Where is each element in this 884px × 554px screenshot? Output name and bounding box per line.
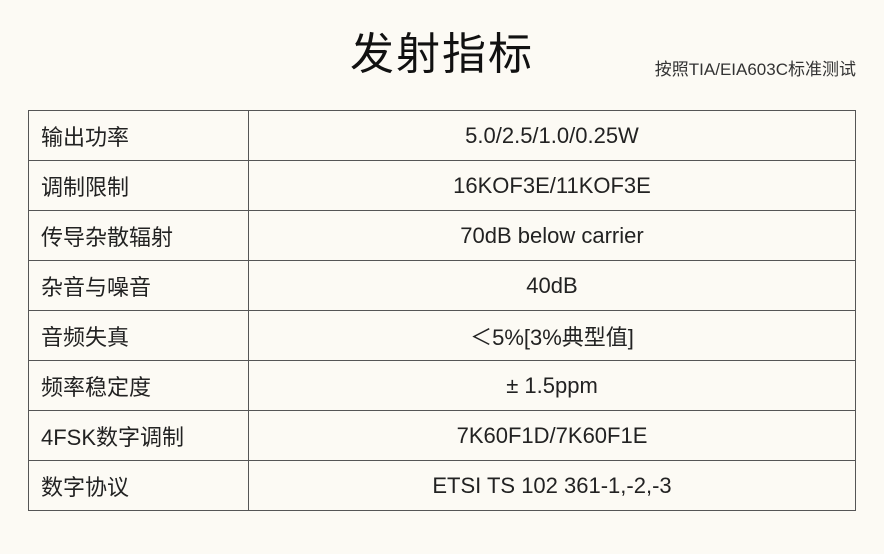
table-row: 音频失真 ＜5%[3%典型值] — [29, 311, 856, 361]
spec-table-wrap: 输出功率 5.0/2.5/1.0/0.25W 调制限制 16KOF3E/11KO… — [0, 110, 884, 511]
table-row: 杂音与噪音 40dB — [29, 261, 856, 311]
test-standard-note: 按照TIA/EIA603C标准测试 — [655, 55, 856, 80]
table-row: 频率稳定度 ± 1.5ppm — [29, 361, 856, 411]
spec-label: 杂音与噪音 — [29, 261, 249, 311]
spec-value: 70dB below carrier — [249, 211, 856, 261]
table-row: 数字协议 ETSI TS 102 361-1,-2,-3 — [29, 461, 856, 511]
header: 发射指标 按照TIA/EIA603C标准测试 — [0, 0, 884, 110]
spec-label: 频率稳定度 — [29, 361, 249, 411]
spec-table: 输出功率 5.0/2.5/1.0/0.25W 调制限制 16KOF3E/11KO… — [28, 110, 856, 511]
spec-value: 16KOF3E/11KOF3E — [249, 161, 856, 211]
table-row: 调制限制 16KOF3E/11KOF3E — [29, 161, 856, 211]
spec-label: 音频失真 — [29, 311, 249, 361]
spec-value: 40dB — [249, 261, 856, 311]
spec-label: 数字协议 — [29, 461, 249, 511]
spec-label: 传导杂散辐射 — [29, 211, 249, 261]
table-row: 输出功率 5.0/2.5/1.0/0.25W — [29, 111, 856, 161]
spec-value: 7K60F1D/7K60F1E — [249, 411, 856, 461]
spec-value: ± 1.5ppm — [249, 361, 856, 411]
spec-value: ＜5%[3%典型值] — [249, 311, 856, 361]
table-row: 传导杂散辐射 70dB below carrier — [29, 211, 856, 261]
spec-label: 4FSK数字调制 — [29, 411, 249, 461]
spec-value: 5.0/2.5/1.0/0.25W — [249, 111, 856, 161]
spec-value: ETSI TS 102 361-1,-2,-3 — [249, 461, 856, 511]
table-row: 4FSK数字调制 7K60F1D/7K60F1E — [29, 411, 856, 461]
spec-label: 调制限制 — [29, 161, 249, 211]
spec-label: 输出功率 — [29, 111, 249, 161]
